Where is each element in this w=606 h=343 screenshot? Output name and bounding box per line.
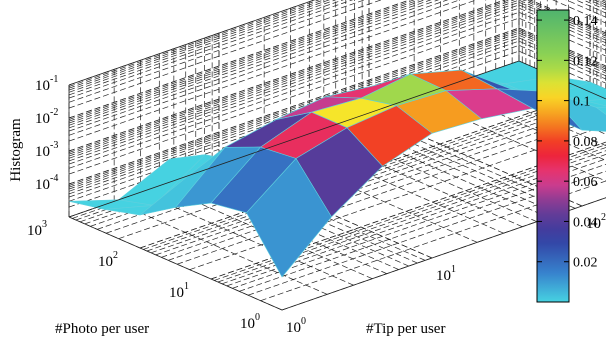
z-tick-label: 10-1	[35, 74, 58, 94]
grid-line	[68, 0, 330, 91]
grid-line	[68, 32, 606, 190]
grid-line	[68, 0, 606, 136]
grid-line	[68, 0, 337, 93]
tick-labels: 10-410-310-210-1100101102103100101102103	[27, 74, 606, 336]
colorbar: 0.02 0.04 0.06 0.08 0.1 0.12 0.14	[536, 9, 598, 303]
colorbar-tick-label: 0.06	[573, 175, 598, 190]
axis-edge	[68, 216, 283, 311]
grid-line	[68, 0, 325, 89]
grid-line	[217, 147, 606, 283]
grid-line	[68, 0, 606, 119]
grid-line	[248, 170, 606, 296]
colorbar-tick-label: 0.14	[573, 14, 598, 29]
grid-line	[68, 30, 606, 188]
grid-line	[68, 17, 606, 175]
grid-line	[68, 0, 320, 87]
grid-line	[221, 150, 606, 285]
grid-line	[260, 180, 606, 301]
grid-line	[232, 158, 606, 289]
grid-line	[68, 0, 354, 99]
z-tick-label: 10-2	[35, 107, 58, 127]
grid-line	[68, 0, 606, 120]
y-tick-label: 103	[27, 219, 47, 239]
grid-line	[161, 102, 606, 258]
z-tick-label: 10-3	[35, 140, 58, 160]
x-axis-label: #Tip per user	[366, 321, 445, 337]
grid-line	[68, 7, 606, 165]
grid-line	[68, 0, 606, 152]
grid-line	[68, 44, 606, 202]
grid-line	[68, 0, 344, 96]
grid-line	[68, 0, 606, 132]
grid-line	[68, 0, 366, 103]
y-axis-label: #Photo per user	[55, 321, 149, 337]
x-tick-label: 101	[436, 264, 456, 284]
colorbar-tick-label: 0.1	[573, 95, 591, 110]
grid-line	[68, 29, 606, 186]
grid-line	[68, 0, 606, 124]
x-tick-label: 100	[286, 316, 306, 336]
grid-line	[214, 144, 606, 281]
colorbar-tick-label: 0.04	[573, 215, 598, 230]
axis-edge	[68, 0, 316, 86]
colorbar-tick-label: 0.12	[573, 54, 598, 69]
grid-line	[68, 1, 606, 159]
axis-edge	[281, 197, 606, 311]
surface	[68, 60, 606, 278]
z-tick-label: 10-4	[35, 173, 58, 193]
grid-line	[226, 154, 606, 287]
z-axis-label: Histogram	[8, 118, 24, 182]
grid-line	[150, 96, 602, 254]
grid-line	[68, 0, 382, 109]
x-tick-label: 102	[586, 212, 606, 232]
surface-patch	[246, 158, 332, 278]
y-tick-label: 100	[240, 312, 260, 332]
grid-line	[68, 11, 606, 169]
grid-line	[68, 40, 606, 198]
grid-line	[68, 0, 606, 153]
grid-line	[210, 141, 606, 280]
grid-line	[68, 0, 606, 157]
colorbar-tick-label: 0.08	[573, 135, 598, 150]
grid-line	[140, 191, 354, 286]
grid-line	[68, 0, 606, 122]
grid-line	[68, 27, 606, 185]
y-tick-label: 101	[169, 281, 189, 301]
y-tick-label: 102	[98, 250, 118, 270]
grid-line	[68, 0, 606, 142]
axis-edge	[68, 60, 520, 218]
colorbar-gradient	[536, 9, 570, 303]
grid-line	[114, 201, 328, 295]
grid-line	[68, 0, 606, 155]
colorbar-tick-label: 0.02	[573, 256, 598, 271]
grid-line	[68, 0, 606, 129]
grid-line	[68, 34, 606, 192]
grid-line	[68, 0, 606, 126]
grid-line	[68, 37, 606, 195]
grid-line	[155, 98, 606, 256]
grid-line	[68, 4, 606, 162]
grid-line	[239, 163, 606, 292]
